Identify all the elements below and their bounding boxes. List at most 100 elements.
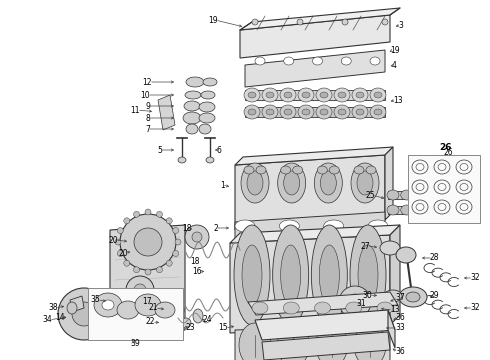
Ellipse shape <box>242 245 262 305</box>
Ellipse shape <box>284 57 294 65</box>
Polygon shape <box>240 15 390 58</box>
Text: 17: 17 <box>143 297 152 306</box>
Polygon shape <box>235 325 390 360</box>
Polygon shape <box>230 235 390 333</box>
Polygon shape <box>240 8 400 30</box>
Ellipse shape <box>201 91 215 99</box>
Ellipse shape <box>172 228 179 234</box>
Ellipse shape <box>181 318 191 328</box>
Text: 20: 20 <box>119 248 128 257</box>
Ellipse shape <box>199 124 211 134</box>
Ellipse shape <box>185 91 201 99</box>
Ellipse shape <box>255 57 265 65</box>
Ellipse shape <box>370 105 386 119</box>
Ellipse shape <box>135 294 161 316</box>
Ellipse shape <box>387 190 399 200</box>
Ellipse shape <box>380 241 400 255</box>
Text: 9: 9 <box>145 102 150 111</box>
Text: 3: 3 <box>398 21 403 30</box>
Text: 12: 12 <box>143 77 152 86</box>
Ellipse shape <box>134 228 162 256</box>
Text: 18: 18 <box>191 257 200 266</box>
Ellipse shape <box>272 225 309 325</box>
Ellipse shape <box>234 225 270 325</box>
Ellipse shape <box>352 105 368 119</box>
Ellipse shape <box>277 323 309 360</box>
Polygon shape <box>385 147 393 220</box>
Ellipse shape <box>283 302 299 314</box>
Ellipse shape <box>401 190 413 200</box>
Ellipse shape <box>350 225 386 325</box>
Ellipse shape <box>354 323 386 360</box>
Ellipse shape <box>185 225 209 249</box>
Ellipse shape <box>284 109 292 115</box>
Ellipse shape <box>115 239 121 245</box>
Text: 28: 28 <box>430 253 440 262</box>
Ellipse shape <box>342 19 348 25</box>
Text: 18: 18 <box>182 224 192 233</box>
Ellipse shape <box>316 88 332 102</box>
Text: 10: 10 <box>140 90 150 99</box>
Ellipse shape <box>352 88 368 102</box>
Ellipse shape <box>156 211 163 217</box>
Ellipse shape <box>387 205 399 215</box>
Ellipse shape <box>280 105 296 119</box>
Ellipse shape <box>166 218 172 224</box>
Ellipse shape <box>358 245 378 305</box>
Bar <box>245 90 385 100</box>
Ellipse shape <box>244 105 260 119</box>
Ellipse shape <box>356 109 364 115</box>
Ellipse shape <box>406 292 420 302</box>
Ellipse shape <box>338 109 346 115</box>
Ellipse shape <box>428 190 440 200</box>
Ellipse shape <box>319 245 340 305</box>
Polygon shape <box>388 310 395 348</box>
Text: 26: 26 <box>440 143 452 152</box>
Ellipse shape <box>133 211 140 217</box>
Ellipse shape <box>193 309 203 323</box>
Bar <box>388 206 453 214</box>
Ellipse shape <box>313 57 322 65</box>
Ellipse shape <box>166 260 172 266</box>
Ellipse shape <box>186 124 198 134</box>
Text: 21: 21 <box>148 303 158 312</box>
Ellipse shape <box>302 92 310 98</box>
Ellipse shape <box>199 102 215 112</box>
Ellipse shape <box>252 19 258 25</box>
Text: 19: 19 <box>390 45 400 54</box>
Ellipse shape <box>281 245 301 305</box>
Polygon shape <box>245 50 385 87</box>
Text: 26: 26 <box>444 148 454 157</box>
Ellipse shape <box>347 294 363 310</box>
Ellipse shape <box>374 109 382 115</box>
Ellipse shape <box>284 92 292 98</box>
Ellipse shape <box>256 166 266 174</box>
Ellipse shape <box>248 109 256 115</box>
Ellipse shape <box>329 166 340 174</box>
Text: 30: 30 <box>362 291 372 300</box>
Ellipse shape <box>428 205 440 215</box>
Ellipse shape <box>262 105 278 119</box>
Text: 20: 20 <box>108 235 118 244</box>
Ellipse shape <box>266 109 274 115</box>
Ellipse shape <box>320 92 328 98</box>
Ellipse shape <box>199 113 215 123</box>
Ellipse shape <box>266 92 274 98</box>
Polygon shape <box>262 332 390 360</box>
Text: 34: 34 <box>42 315 52 324</box>
Polygon shape <box>110 225 185 338</box>
Text: 24: 24 <box>202 315 212 324</box>
Ellipse shape <box>156 267 163 273</box>
Text: 13: 13 <box>390 306 400 315</box>
Ellipse shape <box>357 171 373 195</box>
Bar <box>88 288 183 340</box>
Ellipse shape <box>399 287 427 307</box>
Ellipse shape <box>235 220 255 232</box>
Bar <box>245 107 385 117</box>
Ellipse shape <box>316 105 332 119</box>
Text: 32: 32 <box>470 274 480 283</box>
Polygon shape <box>158 95 175 130</box>
Ellipse shape <box>72 302 96 326</box>
Ellipse shape <box>346 302 362 314</box>
Text: 8: 8 <box>145 113 150 122</box>
